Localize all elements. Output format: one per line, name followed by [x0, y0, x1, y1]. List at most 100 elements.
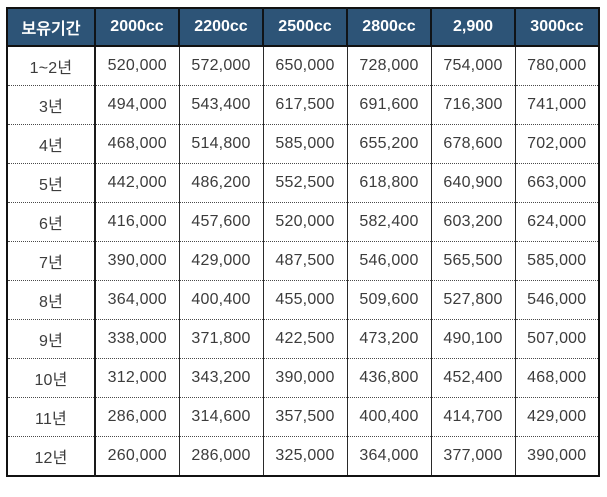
value-cell: 468,000 [94, 124, 179, 164]
value-cell: 546,000 [346, 241, 431, 281]
value-cell: 543,400 [178, 85, 263, 125]
row-label-cell: 3년 [7, 85, 95, 125]
value-cell: 702,000 [514, 124, 599, 164]
column-header: 2800cc [346, 8, 431, 47]
value-cell: 455,000 [262, 280, 347, 320]
value-cell: 314,600 [178, 397, 263, 437]
table-row: 8년 364,000 400,400 455,000 509,600 527,800 546… [7, 280, 599, 320]
value-cell: 640,900 [430, 163, 515, 203]
value-cell: 364,000 [346, 436, 431, 476]
header-row: 보유기간 2000cc 2200cc 2500cc 2800cc 2,900 3000cc [7, 8, 599, 47]
row-label-cell: 11년 [7, 397, 95, 437]
value-cell: 546,000 [514, 280, 599, 320]
value-cell: 377,000 [430, 436, 515, 476]
row-label-cell: 7년 [7, 241, 95, 281]
value-cell: 603,200 [430, 202, 515, 242]
value-cell: 452,400 [430, 358, 515, 398]
value-cell: 325,000 [262, 436, 347, 476]
value-cell: 429,000 [514, 397, 599, 437]
value-cell: 617,500 [262, 85, 347, 125]
value-cell: 468,000 [514, 358, 599, 398]
value-cell: 663,000 [514, 163, 599, 203]
value-cell: 691,600 [346, 85, 431, 125]
value-cell: 585,000 [262, 124, 347, 164]
row-label-cell: 10년 [7, 358, 95, 398]
value-cell: 486,200 [178, 163, 263, 203]
value-cell: 565,500 [430, 241, 515, 281]
value-cell: 473,200 [346, 319, 431, 359]
row-label-cell: 6년 [7, 202, 95, 242]
value-cell: 582,400 [346, 202, 431, 242]
value-cell: 494,000 [94, 85, 179, 125]
table-body: 1~2년 520,000 572,000 650,000 728,000 754,000 7… [7, 46, 599, 476]
value-cell: 286,000 [178, 436, 263, 476]
table-row: 11년 286,000 314,600 357,500 400,400 414,700 42… [7, 397, 599, 437]
value-cell: 442,000 [94, 163, 179, 203]
value-cell: 728,000 [346, 46, 431, 86]
table-container: 보유기간 2000cc 2200cc 2500cc 2800cc 2,900 3000cc … [6, 7, 600, 477]
value-cell: 716,300 [430, 85, 515, 125]
value-cell: 487,500 [262, 241, 347, 281]
value-cell: 416,000 [94, 202, 179, 242]
value-cell: 655,200 [346, 124, 431, 164]
value-cell: 286,000 [94, 397, 179, 437]
row-label-cell: 9년 [7, 319, 95, 359]
value-cell: 780,000 [514, 46, 599, 86]
table-row: 3년 494,000 543,400 617,500 691,600 716,300 741… [7, 85, 599, 125]
value-cell: 490,100 [430, 319, 515, 359]
table-row: 12년 260,000 286,000 325,000 364,000 377,000 39… [7, 436, 599, 476]
row-label-cell: 1~2년 [7, 46, 95, 86]
row-label-cell: 12년 [7, 436, 95, 476]
value-cell: 520,000 [94, 46, 179, 86]
value-cell: 414,700 [430, 397, 515, 437]
value-cell: 390,000 [94, 241, 179, 281]
value-cell: 509,600 [346, 280, 431, 320]
value-cell: 343,200 [178, 358, 263, 398]
row-label-cell: 5년 [7, 163, 95, 203]
value-cell: 507,000 [514, 319, 599, 359]
table-row: 9년 338,000 371,800 422,500 473,200 490,100 507… [7, 319, 599, 359]
column-header: 2500cc [262, 8, 347, 47]
price-by-holding-period-table: 보유기간 2000cc 2200cc 2500cc 2800cc 2,900 3000cc … [6, 7, 600, 477]
column-header: 3000cc [514, 8, 599, 47]
value-cell: 514,800 [178, 124, 263, 164]
column-header: 2200cc [178, 8, 263, 47]
row-label-cell: 8년 [7, 280, 95, 320]
value-cell: 357,500 [262, 397, 347, 437]
value-cell: 624,000 [514, 202, 599, 242]
table-row: 10년 312,000 343,200 390,000 436,800 452,400 46… [7, 358, 599, 398]
table-row: 6년 416,000 457,600 520,000 582,400 603,200 624… [7, 202, 599, 242]
value-cell: 754,000 [430, 46, 515, 86]
value-cell: 457,600 [178, 202, 263, 242]
value-cell: 741,000 [514, 85, 599, 125]
table-row: 4년 468,000 514,800 585,000 655,200 678,600 702… [7, 124, 599, 164]
value-cell: 436,800 [346, 358, 431, 398]
value-cell: 572,000 [178, 46, 263, 86]
value-cell: 585,000 [514, 241, 599, 281]
value-cell: 260,000 [94, 436, 179, 476]
value-cell: 618,800 [346, 163, 431, 203]
value-cell: 429,000 [178, 241, 263, 281]
table-row: 7년 390,000 429,000 487,500 546,000 565,500 585… [7, 241, 599, 281]
value-cell: 371,800 [178, 319, 263, 359]
value-cell: 650,000 [262, 46, 347, 86]
column-header: 2,900 [430, 8, 515, 47]
value-cell: 364,000 [94, 280, 179, 320]
table-row: 1~2년 520,000 572,000 650,000 728,000 754,000 7… [7, 46, 599, 86]
table-row: 5년 442,000 486,200 552,500 618,800 640,900 663… [7, 163, 599, 203]
value-cell: 390,000 [262, 358, 347, 398]
table-head: 보유기간 2000cc 2200cc 2500cc 2800cc 2,900 3000cc [7, 8, 599, 47]
value-cell: 400,400 [346, 397, 431, 437]
column-header: 2000cc [94, 8, 179, 47]
value-cell: 678,600 [430, 124, 515, 164]
value-cell: 527,800 [430, 280, 515, 320]
value-cell: 338,000 [94, 319, 179, 359]
value-cell: 552,500 [262, 163, 347, 203]
row-label-cell: 4년 [7, 124, 95, 164]
value-cell: 520,000 [262, 202, 347, 242]
value-cell: 422,500 [262, 319, 347, 359]
value-cell: 390,000 [514, 436, 599, 476]
row-label-header: 보유기간 [7, 8, 95, 47]
value-cell: 312,000 [94, 358, 179, 398]
